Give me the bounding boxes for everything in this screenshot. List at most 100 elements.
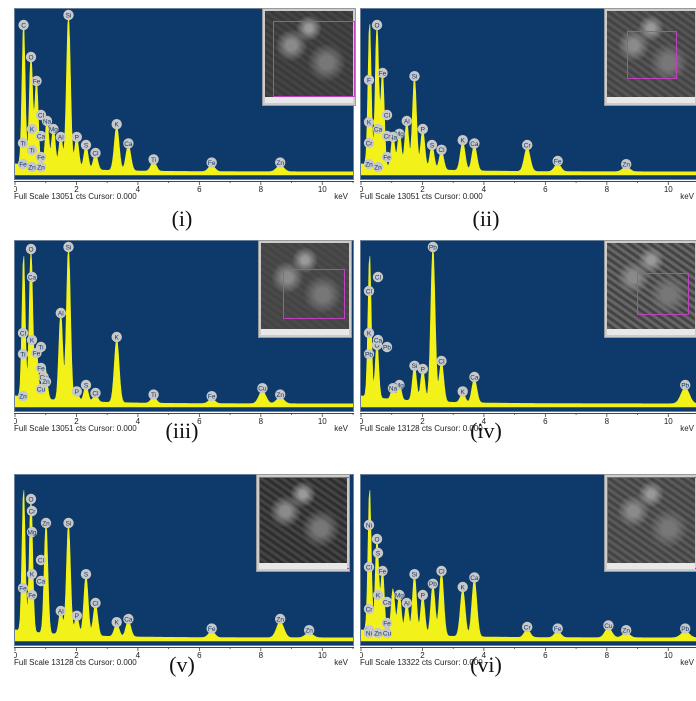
element-label: Al [401,597,412,609]
element-label-text: Ni [366,630,372,637]
status-prefix: Full Scale [14,424,52,433]
unit-label: keV [334,658,348,667]
element-label-text: Cl [38,557,45,564]
element-label-text: Si [412,363,418,370]
element-label-bubble [17,582,29,594]
x-axis: 0 2 4 6 8 10 [13,646,354,670]
element-label-bubble [25,51,37,63]
element-label-bubble [26,505,38,517]
panel-caption: (i) [171,206,193,231]
element-label: K [111,331,122,343]
sem-micrograph-inset [604,8,696,106]
x-tick-label: 6 [543,185,548,193]
element-label-bubble [426,139,438,151]
element-label-bubble [206,157,217,168]
element-label-text: Zn [374,630,382,637]
x-tick-label: 8 [605,185,610,193]
element-label: S [426,139,438,151]
panel-caption: (vi) [470,652,502,677]
element-label: Cl [436,565,447,577]
selection-rectangle [259,477,349,569]
spectrum-svg: ClFeKCrCaONiZnMgCuSPbClSiAlPKCaCrFeFeCuZ… [361,490,696,642]
x-tick-label: 4 [136,651,141,659]
sem-image [261,243,349,329]
element-label-text: O [374,342,379,349]
sem-micrograph-inset [604,240,696,338]
x-tick-label: 10 [318,417,327,425]
element-label-text: Zn [42,520,50,527]
element-label-bubble [63,241,74,253]
element-label-text: K [367,119,372,126]
element-label: Mg [48,123,59,135]
element-label-bubble [409,71,420,82]
element-label-bubble [48,123,59,135]
element-label-bubble [603,620,614,631]
element-label-text: Fe [208,626,216,633]
element-label-bubble [275,613,286,625]
element-label: Pb [427,578,439,589]
element-label-bubble [206,623,217,634]
element-label-bubble [35,362,47,374]
element-label-text: Zn [28,164,36,171]
element-label-text: Mg [395,382,404,389]
element-label-bubble [522,621,533,633]
element-label-text: Zn [622,162,630,169]
element-label-bubble [90,147,101,159]
sem-micrograph-inset [256,474,350,572]
element-label-bubble [63,9,74,21]
element-label-text: Fe [383,154,391,161]
element-label: Cr [522,139,533,151]
element-label-bubble [18,19,29,31]
element-label-bubble [26,161,38,173]
x-tick-label: 0 [360,417,364,425]
element-label-bubble [363,603,375,615]
x-tick-label: 0 [14,417,18,425]
element-label-bubble [25,243,37,255]
x-tick-label: 4 [482,185,487,193]
element-label-bubble [31,75,42,87]
element-label-bubble [427,241,439,253]
element-label: K [457,386,468,397]
scale-bar-strip [259,563,347,569]
element-label: K [26,334,38,346]
x-tick-label: 0 [14,651,18,659]
element-label: Fe [381,151,393,163]
element-label-bubble [25,493,37,505]
element-label: Ca [469,572,480,583]
x-tick-label: 8 [259,185,264,193]
element-label-text: Pb [429,581,437,588]
status-suffix: cts Cursor: 0.000 [419,658,483,667]
element-label: K [363,116,375,128]
element-label-text: Ti [20,140,25,147]
element-label-text: Zn [276,160,284,167]
element-label-bubble [377,67,388,79]
element-label-bubble [35,341,47,353]
element-label-text: Al [58,608,64,615]
element-label-bubble [469,371,480,383]
element-label: Fe [552,623,563,634]
element-label: Cu [381,627,393,639]
x-tick-label: 4 [482,651,487,659]
element-label-text: S [84,142,89,149]
element-label: Fe [381,617,393,629]
x-tick-label: 8 [605,651,610,659]
unit-label: keV [680,658,694,667]
element-label: Cr [363,137,375,149]
x-tick-label: 10 [664,185,673,193]
element-label-bubble [55,131,66,143]
element-label-bubble [17,137,29,149]
element-label: Zn [621,625,632,636]
sem-image [607,11,695,97]
full-scale-value: 13051 [51,192,74,201]
x-tick-label: 0 [360,651,364,659]
element-label-bubble [409,569,420,580]
element-label: Si [409,360,420,371]
selection-rectangle [607,477,696,569]
element-label-text: Fe [19,161,27,168]
element-label-text: Cr [384,133,392,140]
element-label-bubble [417,589,428,601]
element-label-text: Ca [124,616,133,623]
element-label: Cl [436,355,447,367]
element-label-text: K [461,138,466,145]
